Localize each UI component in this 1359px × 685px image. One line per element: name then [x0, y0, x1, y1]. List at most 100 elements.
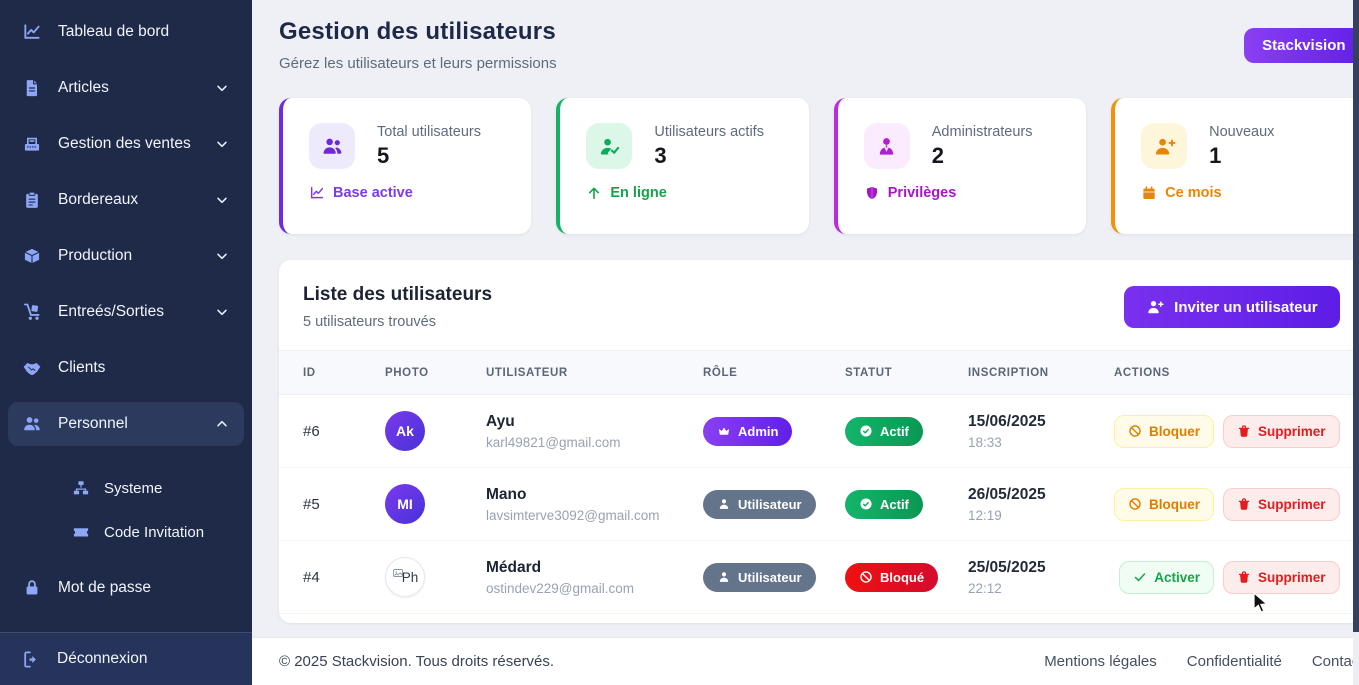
- sidebar-item[interactable]: Tableau de bord: [8, 10, 244, 54]
- role-badge: Admin: [703, 416, 793, 446]
- user-cell: Ayu karl49821@gmail.com: [486, 413, 703, 450]
- footer-link[interactable]: Contact: [1311, 653, 1359, 670]
- sidebar-item-icon: [22, 134, 42, 154]
- lock-icon: [22, 578, 42, 598]
- toggle-status-icon: [1133, 570, 1147, 584]
- copyright-text: © 2025 Stackvision. Tous droits réservés…: [279, 653, 555, 670]
- sidebar-item-label: Articles: [58, 79, 109, 96]
- trash-icon: [1237, 424, 1251, 438]
- sidebar-item-password[interactable]: Mot de passe: [8, 566, 244, 610]
- stat-footer-label: En ligne: [610, 185, 667, 201]
- user-name: Ayu: [486, 412, 515, 430]
- role-icon: [717, 424, 731, 438]
- trash-icon: [1237, 497, 1251, 511]
- sidebar-logout-button[interactable]: Déconnexion: [0, 632, 252, 685]
- stat-footer: En ligne: [586, 185, 784, 201]
- table-column-header: INSCRIPTION: [968, 366, 1049, 379]
- scrollbar-thumb[interactable]: [1353, 0, 1359, 632]
- inscription-date: 25/05/2025: [968, 558, 1046, 576]
- table-column-header: STATUT: [845, 366, 893, 379]
- footer-link[interactable]: Confidentialité: [1186, 653, 1282, 670]
- toggle-status-button[interactable]: Activer: [1119, 560, 1215, 594]
- stat-label: Administrateurs: [931, 123, 1033, 140]
- role-cell: Utilisateur: [703, 562, 845, 592]
- status-badge: Actif: [845, 416, 923, 446]
- table-header-row: ID PHOTO UTILISATEUR RÔLE STATUT INSCRIP…: [279, 350, 1359, 395]
- role-label: Utilisateur: [738, 496, 802, 512]
- table-column-header: ID: [303, 366, 316, 379]
- stat-card-top: Utilisateurs actifs 3: [586, 123, 784, 169]
- users-panel: Liste des utilisateurs 5 utilisateurs tr…: [279, 260, 1359, 623]
- sidebar-item[interactable]: Personnel: [8, 402, 244, 446]
- stat-meta: Administrateurs 2: [932, 124, 1033, 169]
- stat-card-top: Administrateurs 2: [863, 123, 1062, 169]
- stat-icon-box: [586, 123, 633, 169]
- delete-user-button[interactable]: Supprimer: [1223, 487, 1340, 521]
- user-email: ostindev229@gmail.com: [486, 580, 635, 596]
- brand-button[interactable]: Stackvision: [1244, 28, 1359, 63]
- sidebar-subitem[interactable]: Code Invitation: [16, 510, 236, 554]
- stat-footer: Base active: [309, 185, 507, 201]
- stat-icon: [875, 135, 898, 158]
- sidebar-item-icon: [22, 414, 42, 434]
- stat-footer-label: Ce mois: [1165, 185, 1222, 201]
- stat-footer: Ce mois: [1141, 185, 1339, 201]
- status-icon: [859, 424, 873, 438]
- panel-title: Liste des utilisateurs: [303, 284, 493, 305]
- chevron-down-icon: [214, 416, 230, 432]
- delete-user-button[interactable]: Supprimer: [1223, 414, 1340, 448]
- stat-meta: Nouveaux 1: [1209, 124, 1274, 169]
- stat-footer-icon: [586, 185, 602, 201]
- stat-icon: [1153, 135, 1176, 158]
- role-label: Utilisateur: [738, 569, 802, 585]
- inscription-time: 18:33: [968, 434, 1002, 450]
- sidebar-subitem[interactable]: Systeme: [16, 466, 236, 510]
- page-subtitle: Gérez les utilisateurs et leurs permissi…: [279, 55, 557, 72]
- sidebar-item[interactable]: Entreés/Sorties: [8, 290, 244, 334]
- sidebar-item[interactable]: Gestion des ventes: [8, 122, 244, 166]
- delete-user-label: Supprimer: [1258, 423, 1326, 439]
- delete-user-button[interactable]: Supprimer: [1223, 560, 1340, 594]
- table-column-header: PHOTO: [385, 366, 429, 379]
- user-photo-cell: Ph: [385, 557, 486, 597]
- chevron-down-icon: [214, 304, 230, 320]
- scrollbar-track[interactable]: [1353, 0, 1359, 685]
- sidebar-item-label: Clients: [58, 359, 106, 376]
- toggle-status-button[interactable]: Bloquer: [1114, 487, 1215, 521]
- inscription-cell: 15/06/2025 18:33: [968, 413, 1114, 450]
- sidebar-item[interactable]: Bordereaux: [8, 178, 244, 222]
- main-area: Gestion des utilisateurs Gérez les utili…: [252, 0, 1359, 685]
- user-cell: Mano lavsimterve3092@gmail.com: [486, 486, 703, 523]
- table-column-header: UTILISATEUR: [486, 366, 568, 379]
- footer-links: Mentions légales Confidentialité Contact: [1044, 653, 1359, 670]
- sidebar-item[interactable]: Clients: [8, 346, 244, 390]
- toggle-status-icon: [1128, 497, 1142, 511]
- inscription-date: 15/06/2025: [968, 412, 1046, 430]
- stat-icon-box: [863, 123, 910, 169]
- actions-cell: Bloquer Supprimer: [1114, 487, 1340, 521]
- toggle-status-button[interactable]: Bloquer: [1114, 414, 1215, 448]
- sidebar-item-icon: [22, 190, 42, 210]
- sidebar-nav: Tableau de bord Articles Gestion des ven…: [0, 0, 252, 632]
- avatar: Ph: [385, 557, 425, 597]
- user-photo-cell: Ak: [385, 411, 486, 451]
- stat-meta: Utilisateurs actifs 3: [654, 124, 764, 169]
- stat-icon-box: [1141, 123, 1188, 169]
- sidebar-subitem-label: Code Invitation: [104, 523, 205, 541]
- stat-label: Nouveaux: [1209, 123, 1275, 140]
- footer-link[interactable]: Mentions légales: [1044, 653, 1157, 670]
- stat-footer-icon: [309, 185, 325, 201]
- invite-user-button[interactable]: Inviter un utilisateur: [1124, 286, 1340, 328]
- chevron-down-icon: [214, 248, 230, 264]
- stat-card: Utilisateurs actifs 3 En ligne: [556, 98, 809, 234]
- logout-icon: [22, 650, 41, 669]
- stat-card: Total utilisateurs 5 Base active: [279, 98, 532, 234]
- sidebar-subitem-icon: [72, 479, 90, 497]
- status-badge: Bloqué: [845, 562, 939, 592]
- sidebar-item[interactable]: Articles: [8, 66, 244, 110]
- user-email: lavsimterve3092@gmail.com: [486, 507, 660, 523]
- sidebar-item[interactable]: Production: [8, 234, 244, 278]
- sidebar: Tableau de bord Articles Gestion des ven…: [0, 0, 252, 685]
- sidebar-item-label: Production: [58, 247, 133, 264]
- role-badge: Utilisateur: [703, 562, 816, 592]
